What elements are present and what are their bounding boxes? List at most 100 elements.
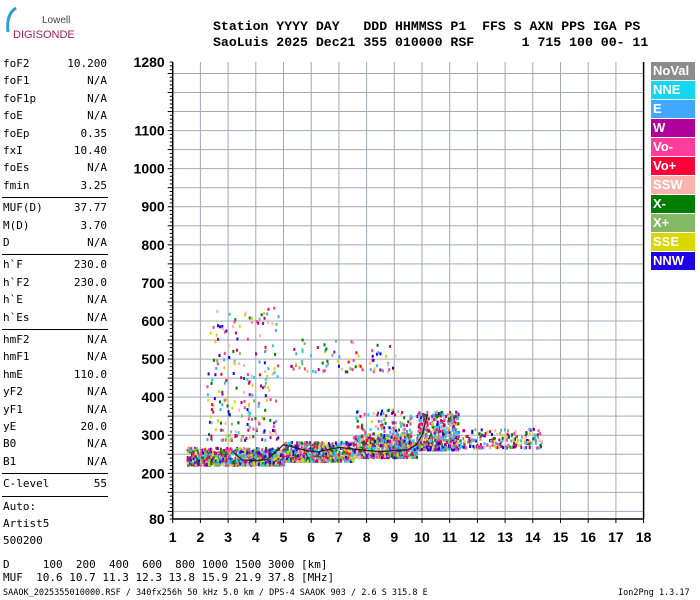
echo-point (423, 448, 426, 452)
echo-point (444, 435, 447, 439)
echo-point (375, 448, 378, 452)
echo-point (275, 437, 278, 441)
echo-point (264, 377, 267, 381)
echo-point (468, 437, 471, 440)
echo-point (243, 313, 246, 317)
echo-point (364, 445, 367, 449)
echo-point (229, 447, 232, 451)
echo-point (254, 454, 257, 458)
echo-point (305, 458, 308, 462)
echo-point (325, 347, 328, 351)
echo-point (424, 422, 427, 426)
echo-point (217, 324, 219, 328)
echo-point (457, 448, 460, 452)
echo-point (348, 358, 351, 362)
echo-point (282, 456, 285, 460)
param-value: 20.0 (80, 420, 108, 433)
echo-point (476, 445, 479, 449)
x-tick-label: 8 (363, 529, 371, 545)
echo-point (266, 374, 269, 378)
echo-point (532, 427, 535, 431)
echo-point (186, 457, 189, 461)
param-row: foE N/A (3, 107, 107, 124)
echo-point (403, 427, 406, 431)
echo-point (258, 401, 261, 405)
echo-point (473, 446, 476, 450)
echo-point (391, 433, 394, 436)
echo-point (390, 438, 393, 442)
echo-point (334, 441, 337, 445)
echo-point (435, 430, 438, 434)
echo-point (278, 453, 281, 457)
echo-point (265, 398, 268, 402)
echo-point (211, 403, 214, 407)
echo-point (403, 416, 406, 420)
echo-point (237, 457, 240, 461)
echo-point (228, 355, 231, 359)
echo-point (510, 439, 513, 443)
echo-point (206, 438, 209, 441)
echo-point (300, 442, 303, 446)
echo-point (467, 440, 470, 444)
echo-point (418, 411, 421, 415)
echo-point (219, 400, 221, 404)
echo-point (269, 436, 272, 440)
x-tick-label: 13 (497, 529, 513, 545)
echo-point (319, 455, 322, 459)
echo-point (305, 447, 308, 451)
echo-point (394, 425, 397, 429)
echo-point (356, 446, 359, 450)
echo-point (196, 453, 199, 457)
echo-point (216, 359, 219, 363)
echo-point (290, 459, 293, 463)
echo-point (369, 361, 372, 365)
echo-point (345, 449, 348, 453)
echo-point (260, 384, 262, 388)
echo-point (276, 375, 279, 379)
echo-point (365, 456, 368, 459)
echo-point (313, 442, 316, 446)
echo-point (399, 452, 401, 456)
echo-point (263, 316, 266, 320)
echo-point (193, 463, 195, 467)
echo-point (447, 414, 450, 418)
echo-point (299, 444, 302, 448)
echo-point (516, 439, 519, 443)
echo-point (263, 384, 266, 388)
echo-point (359, 435, 362, 439)
echo-point (350, 441, 353, 445)
echo-point (323, 343, 326, 347)
echo-point (269, 398, 272, 402)
param-value: N/A (87, 402, 107, 416)
echo-point (357, 456, 360, 460)
echo-point (307, 456, 310, 460)
param-value: 3.70 (80, 218, 108, 232)
echo-point (401, 446, 404, 450)
echo-point (372, 451, 375, 455)
echo-point (269, 460, 272, 464)
echo-point (207, 462, 210, 466)
echo-point (457, 437, 460, 441)
echo-point (379, 436, 382, 440)
echo-point (534, 441, 537, 445)
echo-point (269, 418, 272, 422)
echo-point (327, 451, 330, 455)
echo-point (427, 440, 430, 444)
echo-point (418, 442, 421, 446)
echo-point (446, 433, 449, 437)
echo-point (269, 456, 272, 460)
echo-point (337, 457, 340, 461)
echo-point (358, 456, 361, 460)
echo-point (409, 434, 412, 438)
echo-point (349, 449, 352, 453)
echo-point (391, 408, 394, 412)
echo-point (501, 436, 504, 440)
echo-point (277, 315, 280, 319)
param-row: hmF2 N/A (3, 331, 107, 348)
echo-point (318, 444, 321, 448)
echo-point (277, 364, 279, 368)
echo-point (311, 445, 314, 449)
legend-item-noval: NoVal (651, 62, 695, 80)
echo-point (271, 447, 274, 451)
